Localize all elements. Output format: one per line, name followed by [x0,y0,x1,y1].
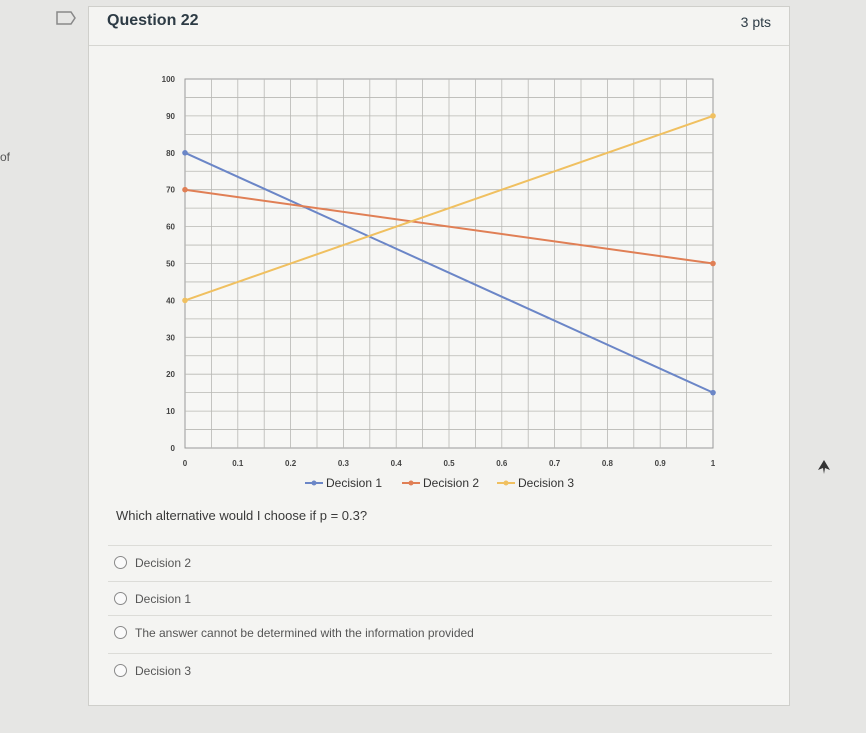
series-point-2 [182,186,188,193]
x-tick-label: 0.9 [655,459,667,468]
answer-option-decision-3[interactable]: Decision 3 [108,653,772,687]
x-tick-label: 0.7 [549,459,561,468]
series-point-1 [710,389,716,396]
answer-label: Decision 2 [135,555,192,570]
x-tick-label: 0.1 [232,459,244,468]
legend-swatch-marker [311,480,317,486]
question-title: Question 22 [107,12,199,29]
left-edge-text: of [0,150,11,164]
question-points: 3 pts [740,14,771,30]
question-header: Question 22 3 pts [89,7,789,46]
y-tick-label: 20 [166,370,175,379]
x-tick-label: 1 [711,459,716,468]
x-tick-label: 0 [183,459,188,468]
series-line-2 [184,188,714,265]
series-line-3 [184,114,714,302]
radio-button[interactable] [114,556,127,569]
x-tick-label: 0.4 [391,459,403,468]
x-tick-label: 0.6 [496,459,508,468]
y-tick-label: 40 [166,296,175,305]
legend-entry: Decision 2 [423,476,479,490]
series-line-1 [184,151,714,394]
radio-button[interactable] [114,592,127,605]
x-tick-label: 0.5 [443,459,455,468]
cursor-icon [818,460,830,474]
question-prompt: Which alternative would I choose if p = … [116,508,368,523]
y-tick-label: 70 [166,186,175,195]
y-tick-label: 50 [166,260,175,269]
series-point-2 [710,260,716,267]
legend-swatch-marker [503,480,509,486]
y-tick-label: 0 [171,444,176,453]
answer-label: The answer cannot be determined with the… [135,625,474,640]
radio-button[interactable] [114,664,127,677]
series-point-3 [710,113,716,119]
answer-label: Decision 3 [135,663,192,678]
flag-question-icon[interactable] [55,10,77,26]
x-tick-label: 0.3 [338,459,350,468]
answer-option-decision-1[interactable]: Decision 1 [108,581,772,615]
answer-option-decision-2[interactable]: Decision 2 [108,545,772,579]
legend-swatch-marker [408,480,414,486]
legend-entry: Decision 1 [326,476,382,490]
x-tick-label: 0.2 [285,459,297,468]
series-point-1 [182,150,188,156]
y-tick-label: 30 [166,333,175,342]
answer-option-cannot-determine[interactable]: The answer cannot be determined with the… [108,615,772,649]
y-tick-label: 80 [166,149,175,158]
y-tick-label: 100 [162,75,176,84]
x-tick-label: 0.8 [602,459,614,468]
legend-entry: Decision 3 [518,476,574,490]
series-point-3 [182,297,188,304]
answer-label: Decision 1 [135,591,192,606]
y-tick-label: 60 [166,223,175,232]
y-tick-label: 90 [166,112,175,121]
y-tick-label: 10 [166,407,175,416]
radio-button[interactable] [114,626,127,639]
